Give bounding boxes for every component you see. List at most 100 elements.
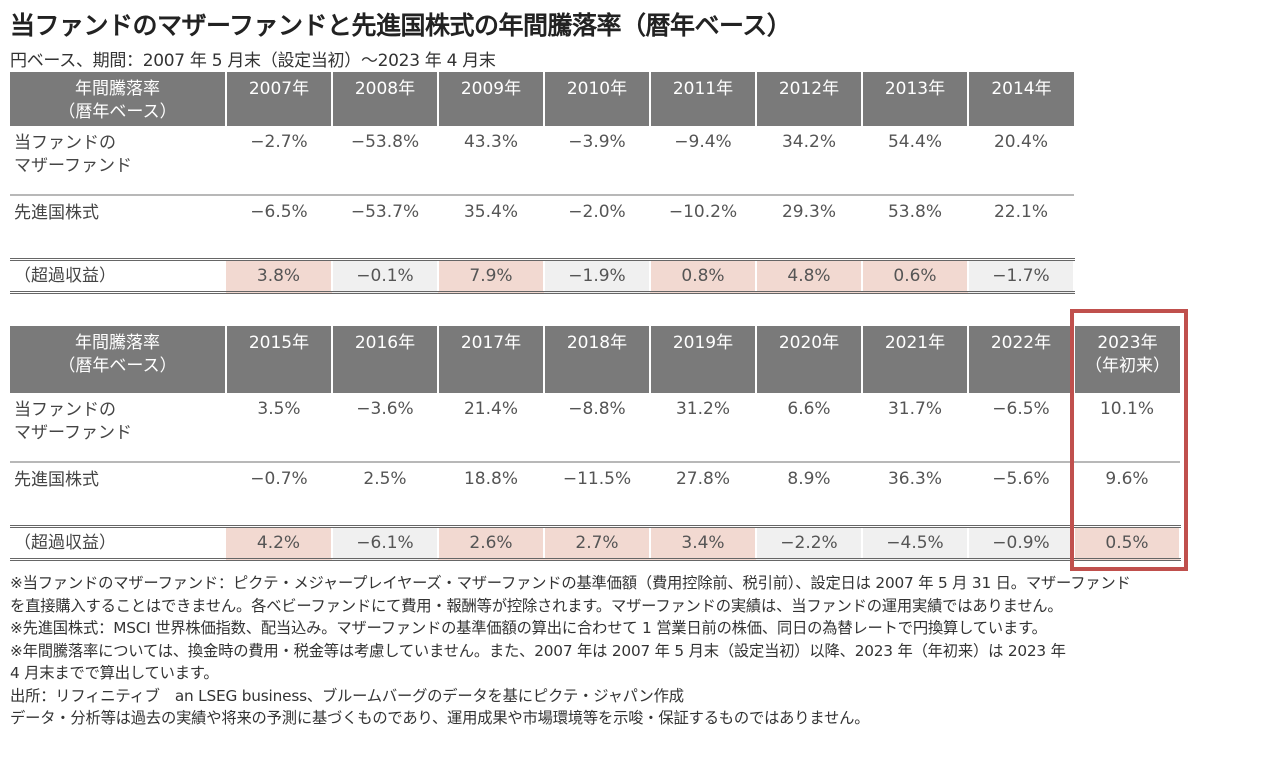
cell-value: 9.6% — [1105, 469, 1149, 489]
header-year: 2019年 — [650, 326, 757, 393]
header-year: 2015年 — [226, 326, 333, 393]
header-year: 2020年 — [756, 326, 863, 393]
excess-cell: 2.7% — [544, 525, 651, 561]
footnote-line: データ・分析等は過去の実績や将来の予測に基づくものであり、運用成果や市場環境等を… — [10, 709, 870, 727]
excess-cell: 2.6% — [438, 525, 545, 561]
excess-cell: −2.2% — [756, 525, 863, 561]
footnote-line: 4 月末までで算出しています。 — [10, 664, 219, 682]
cell-value: 27.8% — [675, 469, 730, 489]
excess-cell: 0.5% — [1074, 525, 1181, 561]
header-label-line: 年間騰落率 — [75, 333, 160, 353]
cell-value: 31.2% — [650, 393, 756, 463]
header-year: 2014年 — [968, 72, 1074, 126]
footnote-line: を直接購入することはできません。各ベビーファンドにて費用・報酬等が控除されます。… — [10, 596, 1063, 615]
footnote-line: ※先進国株式：MSCI 世界株価指数、配当込み。マザーファンドの基準価額の算出に… — [10, 619, 1047, 637]
ytd-highlight-box — [1070, 309, 1188, 571]
excess-cell: −0.9% — [968, 525, 1075, 561]
table-row-developed-equity: 先進国株式 −0.7% 2.5% 18.8% −11.5% 27.8% 8.9%… — [10, 462, 1180, 527]
page-title: 当ファンドのマザーファンドと先進国株式の年間騰落率（暦年ベース） — [10, 11, 792, 40]
excess-cell: 0.8% — [650, 258, 757, 294]
cell-value: 18.8% — [463, 469, 518, 489]
excess-cell: −1.9% — [544, 258, 651, 294]
cell-value: 53.8% — [887, 202, 942, 222]
page-subtitle: 円ベース、期間：2007 年 5 月末（設定当初）～2023 年 4 月末 — [10, 51, 496, 71]
header-label-line: 年間騰落率 — [75, 79, 160, 99]
excess-cell: −4.5% — [862, 525, 969, 561]
header-year: 2008年 — [332, 72, 439, 126]
row-label: （超過収益） — [10, 525, 226, 561]
cell-value: −10.2% — [668, 202, 738, 222]
footnote-line: ※年間騰落率については、換金時の費用・税金等は考慮していません。また、2007 … — [10, 641, 1066, 660]
footnote-line: ※当ファンドのマザーファンド：ピクテ・メジャープレイヤーズ・マザーファンドの基準… — [10, 574, 1131, 592]
cell-value: −3.9% — [544, 126, 650, 196]
row-label-line: マザーファンド — [14, 423, 132, 443]
header-label: 年間騰落率 （暦年ベース） — [10, 326, 227, 393]
cell-value: 54.4% — [862, 126, 968, 196]
table-header-row: 年間騰落率 （暦年ベース） 2007年 2008年 2009年 2010年 201… — [10, 72, 1074, 126]
cell-value: 43.3% — [438, 126, 544, 196]
cell-value: 21.4% — [438, 393, 544, 463]
cell-value: −53.8% — [332, 126, 438, 196]
cell-value: 3.5% — [226, 393, 332, 463]
cell-value: −9.4% — [650, 126, 756, 196]
header-year: 2010年 — [544, 72, 651, 126]
header-year: 2016年 — [332, 326, 439, 393]
cell-value: 35.4% — [463, 202, 518, 222]
footnotes: ※当ファンドのマザーファンド：ピクテ・メジャープレイヤーズ・マザーファンドの基準… — [10, 572, 1272, 730]
cell-value: −11.5% — [562, 469, 632, 489]
excess-cell: 4.2% — [226, 525, 333, 561]
excess-cell: 3.8% — [226, 258, 333, 294]
cell-value: 2.5% — [363, 469, 407, 489]
excess-cell: −1.7% — [968, 258, 1075, 294]
cell-value: 31.7% — [862, 393, 968, 463]
header-year: 2012年 — [756, 72, 863, 126]
returns-table-2007-2014: 年間騰落率 （暦年ベース） 2007年 2008年 2009年 2010年 201… — [10, 72, 1075, 294]
row-label: 当ファンドの マザーファンド — [10, 393, 226, 463]
footnote-line: 出所：リフィニティブ an LSEG business、ブルームバーグのデータを… — [10, 686, 684, 705]
table-row-excess-return: （超過収益） 4.2% −6.1% 2.6% 2.7% 3.4% −2.2% −… — [10, 525, 1181, 561]
row-label-line: 当ファンドの — [14, 133, 116, 153]
table-header-row: 年間騰落率 （暦年ベース） 2015年 2016年 2017年 2018年 201… — [10, 326, 1180, 393]
cell-value: 22.1% — [993, 202, 1048, 222]
cell-value: −6.5% — [968, 393, 1074, 463]
returns-table-2015-2023: 年間騰落率 （暦年ベース） 2015年 2016年 2017年 2018年 201… — [10, 326, 1181, 561]
row-label-line: 当ファンドの — [14, 400, 116, 420]
cell-value: −3.6% — [332, 393, 438, 463]
header-year: 2009年 — [438, 72, 545, 126]
cell-value: 8.9% — [787, 469, 831, 489]
excess-cell: −6.1% — [332, 525, 439, 561]
header-year: 2011年 — [650, 72, 757, 126]
table-row-developed-equity: 先進国株式 −6.5% −53.7% 35.4% −2.0% −10.2% 29… — [10, 195, 1074, 260]
cell-value: −53.7% — [350, 202, 420, 222]
table-row-mother-fund: 当ファンドの マザーファンド −2.7% −53.8% 43.3% −3.9% −… — [10, 126, 1074, 196]
header-year: 2018年 — [544, 326, 651, 393]
header-year: 2017年 — [438, 326, 545, 393]
excess-cell: 3.4% — [650, 525, 757, 561]
header-label-line: （暦年ベース） — [58, 102, 177, 122]
cell-value: 29.3% — [781, 202, 836, 222]
excess-cell: −0.1% — [332, 258, 439, 294]
row-label-line: マザーファンド — [14, 156, 132, 176]
cell-value: 6.6% — [756, 393, 862, 463]
header-label: 年間騰落率 （暦年ベース） — [10, 72, 227, 126]
header-year: 2021年 — [862, 326, 969, 393]
excess-cell: 4.8% — [756, 258, 863, 294]
row-label: 先進国株式 — [14, 203, 99, 223]
excess-cell: 7.9% — [438, 258, 545, 294]
table-row-mother-fund: 当ファンドの マザーファンド 3.5% −3.6% 21.4% −8.8% 31.… — [10, 393, 1180, 463]
cell-value: 34.2% — [756, 126, 862, 196]
cell-value: −8.8% — [544, 393, 650, 463]
header-year: 2022年 — [968, 326, 1075, 393]
cell-value: −2.0% — [568, 202, 626, 222]
cell-value: −2.7% — [226, 126, 332, 196]
excess-cell: 0.6% — [862, 258, 969, 294]
header-ytd-line: 2023年 — [1097, 333, 1158, 353]
cell-value: 10.1% — [1074, 393, 1180, 463]
cell-value: 20.4% — [968, 126, 1074, 196]
header-ytd-line: （年初来） — [1085, 356, 1170, 376]
header-year: 2007年 — [226, 72, 333, 126]
row-label: （超過収益） — [10, 258, 226, 294]
cell-value: −6.5% — [250, 202, 308, 222]
cell-value: −0.7% — [250, 469, 308, 489]
header-year-ytd: 2023年 （年初来） — [1074, 326, 1180, 393]
